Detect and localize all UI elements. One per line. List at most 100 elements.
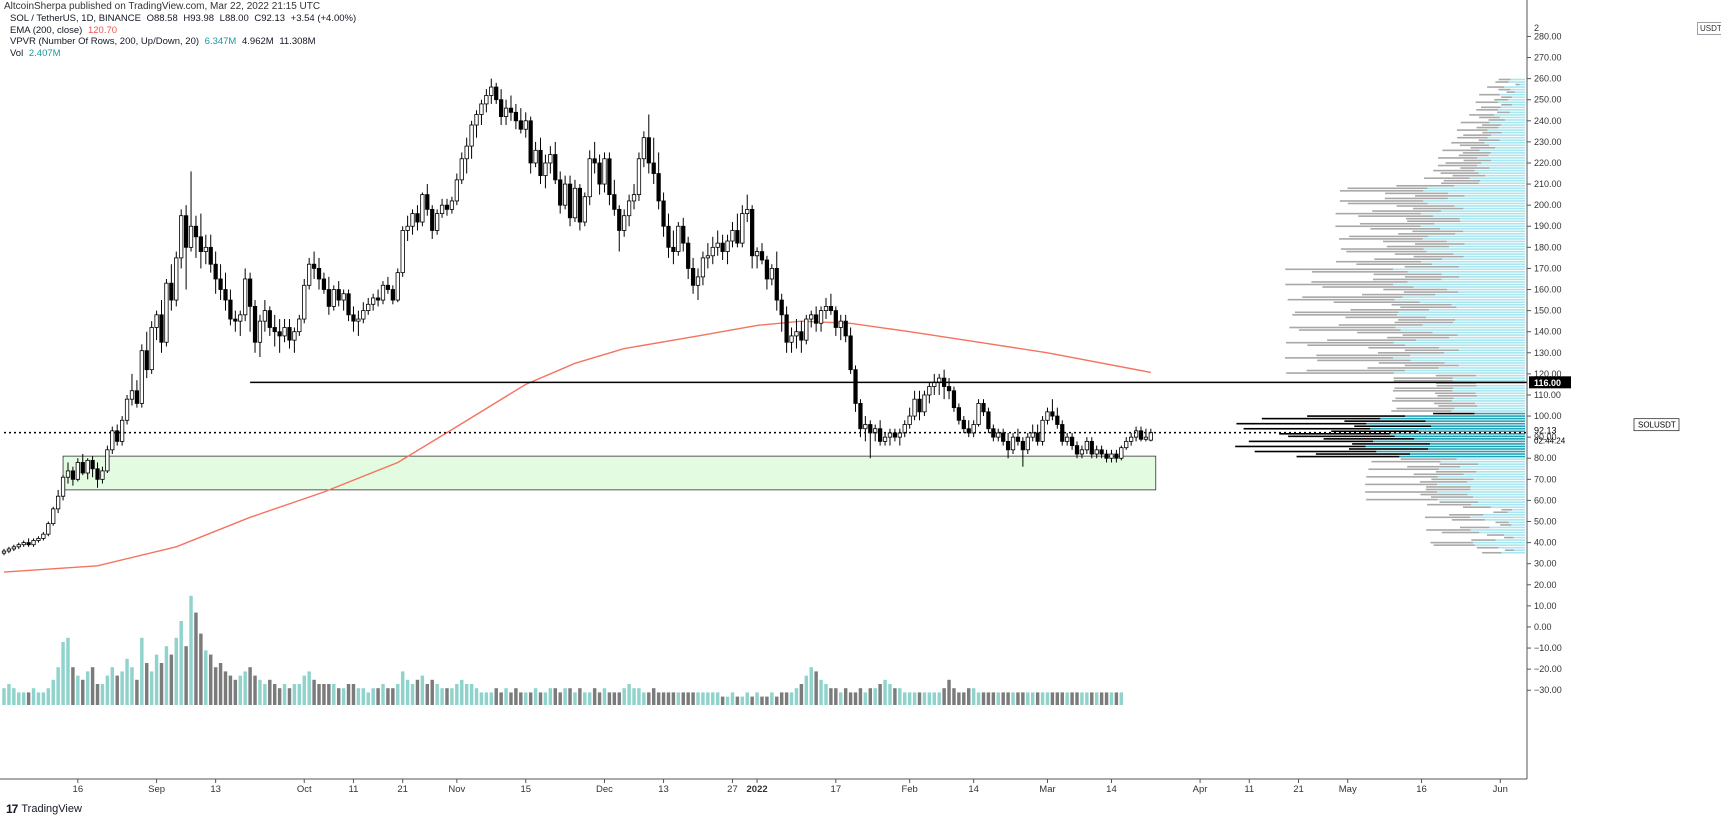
candle-body [257,320,263,343]
volume-bar [937,692,941,705]
volume-bar [46,688,51,705]
vpvr-down-bar [1394,253,1454,255]
candle-body [1040,419,1045,442]
volume-bar [489,692,494,705]
vpvr-down-bar [1476,546,1499,549]
volume-bar [494,688,498,705]
vpvr-down-bar [1500,524,1512,526]
candle-body [36,537,41,541]
vpvr-up-bar [1366,422,1525,425]
vpvr-down-bar [1431,478,1474,481]
candle-body [307,263,312,286]
candle-body [100,470,105,480]
volume-bar [361,688,366,705]
vpvr-down-bar [1403,291,1459,293]
candle-body [1094,449,1099,455]
vpvr-down-bar [1424,177,1470,179]
candle-body [641,137,646,160]
vpvr-down-bar [1495,521,1509,524]
vpvr-down-bar [1433,412,1475,415]
x-tick-label: 21 [397,784,408,795]
candle-body [784,314,789,343]
candle-body [838,320,843,328]
vpvr-up-bar [1490,152,1525,154]
candle-body [400,230,405,274]
candle-body [439,204,445,214]
candle-body [444,204,450,210]
vpvr-down-bar [1497,111,1510,114]
volume-bar [396,684,400,705]
vpvr-up-bar [1470,529,1525,531]
volume-bar [775,696,779,705]
candle-body [449,200,455,210]
volume-bar [223,671,228,705]
vpvr-down-bar [1515,83,1520,86]
candle-body [809,314,814,320]
vpvr-up-bar [1451,303,1525,306]
volume-bar [873,688,877,705]
volume-bar [602,688,607,705]
vpvr-down-bar [1254,450,1377,453]
vpvr-up-bar [1405,415,1525,417]
volume-bar [149,671,154,705]
volume-bar [332,684,336,705]
volume-bar [371,688,375,705]
volume-bar [90,667,95,705]
candle-body [961,419,966,430]
vpvr-down-bar [1352,443,1430,445]
vpvr-down-bar [1391,410,1452,412]
vpvr-up-bar [1405,344,1525,347]
candle-body [105,449,110,472]
y-tick-label: 120.00 [1534,369,1562,379]
candle-body [1005,440,1011,451]
vpvr-up-bar [1393,341,1525,344]
vpvr-up-bar [1389,433,1525,435]
volume-bar [893,688,897,705]
vpvr-down-bar [1344,420,1426,422]
vpvr-down-bar [1348,448,1429,450]
candle-body [41,533,46,539]
vpvr-down-bar [1435,470,1477,473]
volume-bar [760,696,764,705]
vpvr-up-bar [1467,481,1525,483]
volume-bar [31,688,36,705]
vpvr-up-bar [1453,321,1525,324]
volume-bar [524,692,528,705]
y-tick-label: −10.00 [1534,643,1562,653]
candle-body [198,236,204,252]
vpvr-up-bar [1519,83,1525,86]
demand-zone [62,455,1157,491]
y-tick-label: 200.00 [1534,200,1562,210]
candle-body [233,318,238,322]
vpvr-up-bar [1471,503,1525,506]
vpvr-up-bar [1437,483,1525,486]
vpvr-up-bar [1470,486,1525,488]
volume-bar [7,684,11,705]
vpvr-down-bar [1315,453,1410,455]
y-tick-label: 250.00 [1534,95,1562,105]
vpvr-down-bar [1286,341,1394,344]
volume-bar [834,688,838,705]
vpvr-down-bar [1436,382,1477,384]
volume-bar [415,679,420,705]
volume-bar [238,675,242,705]
volume-bar [789,692,794,705]
volume-bar [56,667,60,705]
candle-body [981,403,986,413]
vpvr-up-bar [1457,334,1525,336]
axes[interactable]: 280.00270.00260.00250.00240.00230.00220.… [0,0,1680,795]
vpvr-down-bar [1327,339,1417,341]
vpvr-up-bar [1454,407,1525,410]
vpvr-up-bar [1498,126,1525,129]
x-tick-label: 21 [1293,784,1304,795]
candle-body [405,225,410,231]
x-tick-label: Mar [1039,784,1055,795]
footer-brand[interactable]: 17 TradingView [6,802,82,816]
currency-button[interactable]: USDT [1697,22,1721,35]
vpvr-up-bar [1422,324,1525,326]
vpvr-up-bar [1458,349,1525,352]
vpvr-up-bar [1483,513,1525,516]
volume-profile [1235,78,1525,554]
vpvr-down-bar [1494,98,1509,101]
